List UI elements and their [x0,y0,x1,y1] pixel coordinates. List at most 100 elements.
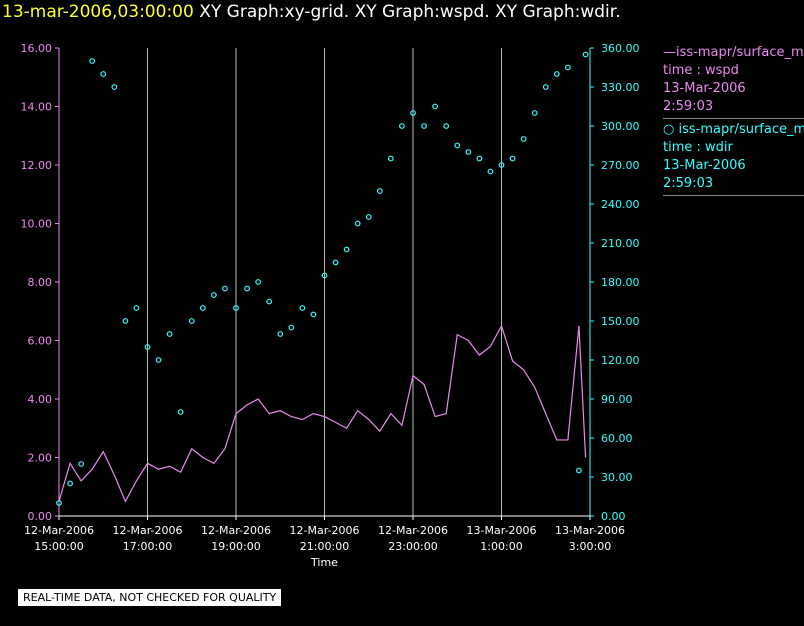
wdir-point [321,272,328,279]
right-axis-tick-label: 330.00 [601,81,640,94]
quality-note: REAL-TIME DATA, NOT CHECKED FOR QUALITY [18,589,282,606]
wdir-point [387,155,394,162]
wdir-point [399,123,405,129]
x-axis-tick-time: 23:00:00 [388,540,437,553]
wdir-point [188,318,195,324]
wdir-point [111,84,118,90]
right-axis-tick-label: 270.00 [601,159,640,172]
x-axis-tick-date: 12-Mar-2006 [24,524,94,537]
left-axis-tick-label: 8.00 [28,276,53,289]
wdir-point [432,103,439,110]
wdir-point [531,110,538,116]
wdir-point [199,305,206,311]
right-axis-tick-label: 240.00 [601,198,640,211]
wdir-point [582,51,589,58]
wdir-point [498,162,505,168]
x-axis-tick-time: 1:00:00 [480,540,522,553]
right-axis-tick-label: 180.00 [601,276,640,289]
legend-name-wdir: ○ iss-mapr/surface_met [663,122,804,137]
wdir-point [155,357,162,363]
wdir-point [443,123,450,129]
x-axis-tick-date: 12-Mar-2006 [378,524,448,537]
wdir-point [144,344,151,350]
wdir-point [233,305,239,311]
right-axis-tick-label: 300.00 [601,120,640,133]
right-axis-tick-label: 120.00 [601,354,640,367]
legend-entry-wdir[interactable]: ○ iss-mapr/surface_met time : wdir 13-Ma… [663,121,804,196]
left-axis-tick-label: 0.00 [28,510,53,523]
left-axis-tick-label: 10.00 [21,218,53,231]
wdir-point [343,246,350,253]
wdir-point [266,298,273,305]
right-axis-tick-label: 0.00 [601,510,626,523]
header: 13-mar-2006,03:00:00 XY Graph:xy-grid. X… [2,0,621,26]
right-axis-tick-label: 210.00 [601,237,640,250]
wdir-point [354,220,361,227]
right-axis-tick-label: 60.00 [601,432,633,445]
left-axis-tick-label: 12.00 [21,159,53,172]
wdir-point [487,168,494,175]
left-axis-tick-label: 14.00 [21,101,53,114]
legend-time-label-wspd: time : wspd [663,63,739,78]
legend-time-wdir: 2:59:03 [663,176,714,191]
header-graph-titles: XY Graph:xy-grid. XY Graph:wspd. XY Grap… [199,2,621,22]
wdir-point [576,467,582,474]
wdir-point [78,461,85,467]
left-axis-tick-label: 4.00 [28,393,53,406]
x-axis-tick-date: 12-Mar-2006 [290,524,360,537]
wdir-point [564,64,571,71]
wspd-series-line [58,324,587,503]
legend-time-label-wdir: time : wdir [663,140,733,155]
x-axis-tick-time: 17:00:00 [123,540,172,553]
wdir-point [299,305,306,311]
wdir-point [133,305,140,311]
legend-date-wspd: 13-Mar-2006 [663,81,746,96]
wdir-point [122,318,129,324]
right-axis-tick-label: 30.00 [601,471,633,484]
left-axis-tick-label: 16.00 [21,42,53,55]
wdir-point [465,149,472,155]
wdir-point [542,84,549,90]
right-axis-tick-label: 360.00 [601,42,640,55]
wdir-point [520,136,527,142]
wdir-point [177,409,184,415]
wdir-point [553,71,560,77]
wdir-point [67,480,73,487]
wdir-point [210,292,217,298]
legend: —iss-mapr/surface_met time : wspd 13-Mar… [663,44,804,198]
wdir-point [421,123,427,129]
x-axis-tick-time: 19:00:00 [211,540,260,553]
wdir-point [255,279,262,285]
right-axis-tick-label: 90.00 [601,393,633,406]
wdir-point [509,155,516,162]
wdir-point [222,285,228,292]
wdir-point [454,142,461,149]
wdir-point [365,214,372,220]
wdir-point [376,188,383,194]
header-timestamp: 13-mar-2006,03:00:00 [2,2,194,22]
x-axis-tick-time: 15:00:00 [34,540,83,553]
x-axis-tick-date: 12-Mar-2006 [201,524,271,537]
legend-entry-wspd[interactable]: —iss-mapr/surface_met time : wspd 13-Mar… [663,44,804,119]
x-axis-tick-date: 12-Mar-2006 [113,524,183,537]
right-axis-tick-label: 150.00 [601,315,640,328]
wdir-point [56,500,62,506]
legend-name-wspd: —iss-mapr/surface_met [663,45,804,60]
x-axis-tick-date: 13-Mar-2006 [467,524,537,537]
x-axis-tick-date: 13-Mar-2006 [555,524,625,537]
x-axis-tick-time: 3:00:00 [569,540,611,553]
left-axis-tick-label: 6.00 [28,335,53,348]
wdir-point [476,155,483,162]
wdir-point [89,58,96,64]
left-axis-tick-label: 2.00 [28,452,53,465]
wdir-point [100,71,107,77]
legend-time-wspd: 2:59:03 [663,99,714,114]
wdir-point [410,110,416,116]
x-axis-label: Time [310,556,338,569]
wdir-point [332,259,339,266]
wdir-point [310,311,317,318]
wdir-point [166,331,173,337]
wdir-point [244,285,250,292]
x-axis-tick-time: 21:00:00 [300,540,349,553]
